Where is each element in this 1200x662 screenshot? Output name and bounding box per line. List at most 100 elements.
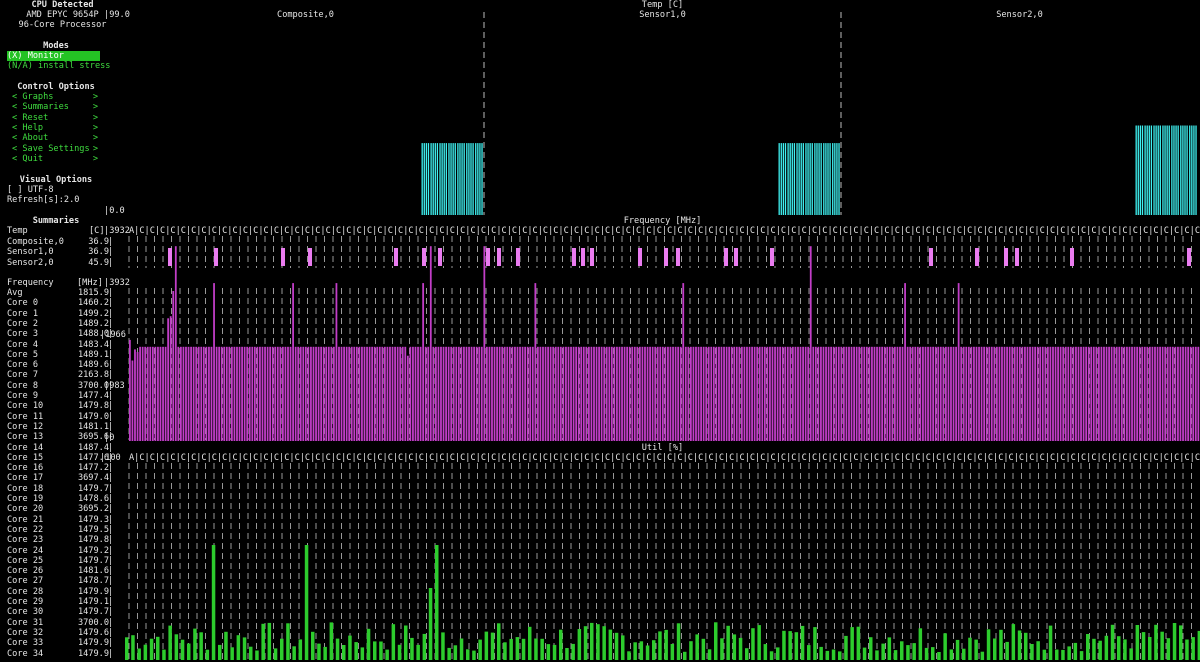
freq-bar — [1013, 346, 1016, 441]
freq-bar — [299, 346, 302, 441]
temp-bar — [1184, 125, 1186, 215]
freq-bar — [843, 346, 845, 441]
freq-bar — [1008, 346, 1011, 441]
freq-bar — [980, 346, 983, 441]
freq-axis-bottom: |0 — [104, 433, 115, 443]
freq-bar — [381, 346, 384, 441]
freq-bar — [557, 346, 560, 441]
control-quit[interactable]: < Quit > — [12, 153, 98, 164]
freq-bar — [641, 346, 644, 441]
util-bar — [528, 626, 532, 660]
freq-bar — [210, 346, 213, 441]
freq-bar — [486, 346, 488, 441]
freq-bar — [310, 346, 312, 441]
freq-bar — [820, 346, 822, 441]
freq-summary-row: Core 32 1479.6 | — [7, 627, 114, 638]
freq-bar — [1166, 346, 1169, 441]
temp-summary-marker — [676, 248, 680, 266]
util-bar — [472, 650, 476, 660]
freq-bar — [353, 346, 356, 441]
control-reset[interactable]: < Reset > — [12, 112, 98, 123]
util-bar — [1067, 646, 1071, 660]
freq-bar — [1113, 346, 1116, 441]
control-about[interactable]: < About > — [12, 133, 98, 144]
freq-bar — [631, 346, 634, 441]
temp-summary-marker — [590, 248, 594, 266]
freq-bar — [1177, 346, 1179, 441]
util-bar — [999, 629, 1003, 660]
freq-bar — [330, 346, 333, 441]
freq-bar — [343, 346, 345, 441]
temp-summary-marker — [1070, 248, 1074, 266]
freq-bar — [639, 346, 641, 441]
util-bar — [199, 632, 203, 660]
util-bar — [298, 639, 303, 660]
util-bar — [782, 630, 786, 660]
freq-bar — [180, 346, 182, 441]
util-header-row: A|C|C|C|C|C|C|C|C|C|C|C|C|C|C|C|C|C|C|C|… — [129, 453, 1200, 463]
control-save-settings[interactable]: < Save Settings > — [12, 143, 98, 154]
freq-bar — [1149, 346, 1151, 441]
refresh-rate[interactable]: Refresh[s]:2.0 — [7, 195, 80, 205]
freq-bar — [565, 346, 567, 441]
control-summaries[interactable]: < Summaries > — [12, 102, 98, 113]
temp-summary-marker — [638, 248, 642, 266]
util-bar — [447, 647, 451, 660]
util-bar — [838, 651, 842, 660]
freq-summary-row: Core 1 1499.2 | — [7, 308, 114, 319]
util-bar — [1117, 636, 1121, 660]
freq-bar — [1039, 346, 1042, 441]
freq-summary-row: Core 31 3700.0 | — [7, 617, 114, 628]
freq-bar — [450, 346, 453, 441]
util-bar — [366, 628, 371, 660]
temp-bar — [1168, 125, 1170, 215]
freq-bar — [141, 346, 144, 441]
freq-bar — [715, 346, 718, 441]
freq-bar — [1054, 346, 1057, 441]
freq-bar — [883, 346, 886, 441]
freq-bar — [960, 346, 963, 441]
freq-bar — [440, 346, 442, 441]
temp-bar — [1193, 125, 1195, 215]
freq-bar — [238, 346, 241, 441]
util-bar — [1036, 641, 1040, 660]
freq-bar — [373, 346, 376, 441]
freq-bar — [519, 346, 521, 441]
mode-monitor[interactable]: (X) Monitor — [7, 51, 100, 62]
visual-options-header: Visual Options — [19, 175, 93, 185]
freq-bar — [932, 346, 935, 441]
control-graphs[interactable]: < Graphs > — [12, 92, 98, 102]
temp-bar — [445, 143, 447, 215]
temp-summary-marker — [516, 248, 520, 266]
freq-bar — [460, 346, 463, 441]
freq-graph-title: Frequency [MHz] — [623, 216, 702, 226]
temp-bar — [1153, 125, 1155, 215]
util-bar — [658, 631, 662, 660]
util-bar — [540, 638, 544, 660]
freq-bar — [391, 346, 394, 441]
util-bar — [1172, 623, 1177, 660]
util-bar — [267, 622, 272, 660]
freq-bar — [633, 346, 636, 441]
freq-summary-row: Core 23 1479.8 | — [7, 535, 114, 546]
freq-bar — [1126, 346, 1128, 441]
utf8-checkbox[interactable]: [ ] UTF-8 — [7, 185, 54, 195]
freq-bar — [562, 346, 565, 441]
freq-bar — [1016, 346, 1019, 441]
freq-bar — [322, 346, 325, 441]
util-bar — [280, 638, 284, 660]
control-help[interactable]: < Help > — [12, 122, 98, 133]
freq-bar — [743, 346, 746, 441]
freq-summary-row: Core 20 3695.2 | — [7, 504, 114, 515]
util-bar — [887, 637, 892, 660]
temp-bar — [441, 143, 443, 215]
freq-bar — [1159, 346, 1161, 441]
temp-bar — [1164, 125, 1166, 215]
freq-bar — [593, 346, 595, 441]
freq-bar — [399, 346, 402, 441]
temp-summary-row: Composite,0 36.9 | — [7, 237, 114, 247]
util-bar — [515, 637, 520, 660]
mode-install-stress[interactable]: (N/A) install stress — [7, 61, 111, 71]
temp-bar — [454, 143, 456, 215]
